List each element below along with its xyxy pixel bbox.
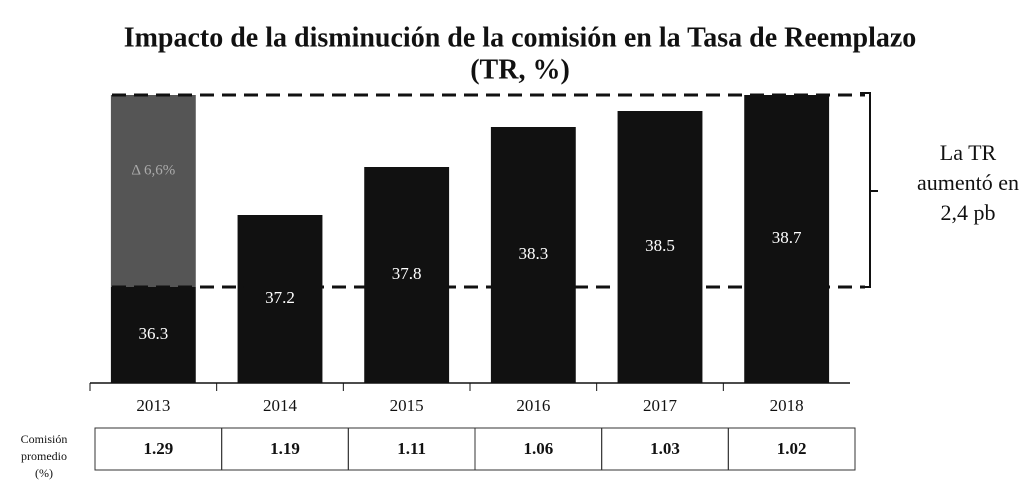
bar [237, 215, 323, 383]
x-tick-label: 2017 [643, 396, 678, 415]
x-tick-label: 2015 [390, 396, 424, 415]
value-label: 37.8 [392, 264, 422, 283]
table-value: 1.03 [650, 439, 680, 458]
bar [490, 127, 576, 383]
chart-title: (TR, %) [470, 54, 570, 85]
target-band [110, 95, 196, 287]
bar [110, 287, 196, 383]
x-tick-label: 2013 [136, 396, 170, 415]
table-value: 1.06 [523, 439, 553, 458]
table-label: (%) [35, 466, 53, 480]
value-label: 37.2 [265, 288, 295, 307]
bar [364, 167, 450, 383]
annotation: aumentó en [917, 170, 1019, 195]
x-tick-label: 2018 [770, 396, 804, 415]
value-label: 38.3 [518, 244, 548, 263]
table-label: Comisión [21, 432, 68, 446]
table-value: 1.11 [397, 439, 426, 458]
table-value: 1.29 [143, 439, 173, 458]
annotation: La TR [940, 140, 997, 165]
x-tick-label: 2014 [263, 396, 298, 415]
value-label: 38.7 [772, 228, 802, 247]
bar [744, 95, 830, 383]
band-annotation: Δ 6,6% [131, 162, 175, 178]
bracket [860, 92, 878, 288]
value-label: 36.3 [138, 324, 168, 343]
bar [617, 111, 703, 383]
table-cell [727, 427, 856, 471]
table-label: promedio [21, 449, 67, 463]
x-tick-label: 2016 [516, 396, 550, 415]
annotation: 2,4 pb [941, 200, 996, 225]
table-value: 1.02 [777, 439, 807, 458]
table-value: 1.19 [270, 439, 300, 458]
value-label: 38.5 [645, 236, 675, 255]
chart-title: Impacto de la disminución de la comisión… [124, 22, 917, 53]
